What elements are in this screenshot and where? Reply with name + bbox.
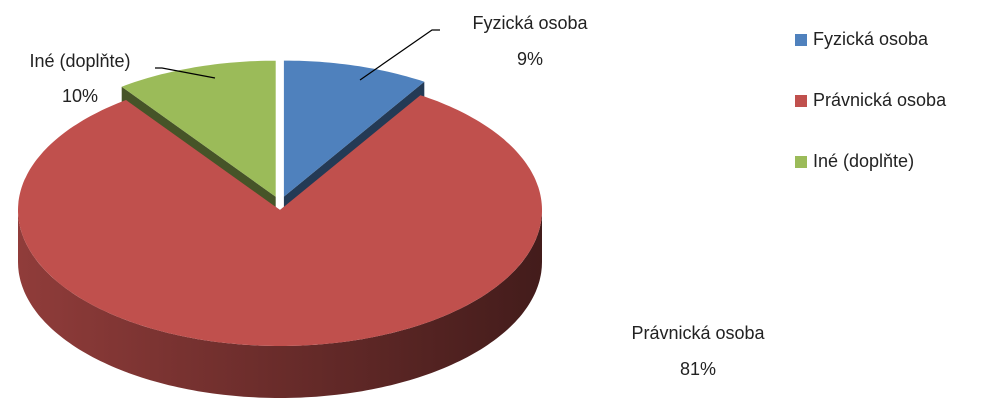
data-label-name: Iné (doplňte) <box>29 51 130 71</box>
slice-side <box>18 210 542 398</box>
legend-label: Fyzická osoba <box>813 29 929 49</box>
legend-swatch <box>795 34 807 46</box>
data-label: 81% <box>680 359 716 379</box>
slice <box>18 95 542 346</box>
legend-label: Právnická osoba <box>813 90 947 110</box>
leader-line <box>155 67 216 79</box>
data-label-name: Právnická osoba <box>631 323 765 343</box>
data-label-name: Fyzická osoba <box>472 13 588 33</box>
legend-label: Iné (doplňte) <box>813 151 914 171</box>
data-labels: Fyzická osoba 9% Právnická osoba 81% Iné (do… <box>29 13 765 379</box>
legend: Fyzická osoba Právnická osoba Iné (doplňte… <box>795 29 947 171</box>
legend-swatch <box>795 95 807 107</box>
pie <box>18 60 542 398</box>
data-label: 9% <box>517 49 543 69</box>
leader-line <box>359 29 440 81</box>
slice <box>283 60 425 197</box>
data-label: 10% <box>62 86 98 106</box>
legend-swatch <box>795 156 807 168</box>
slice <box>121 60 276 197</box>
